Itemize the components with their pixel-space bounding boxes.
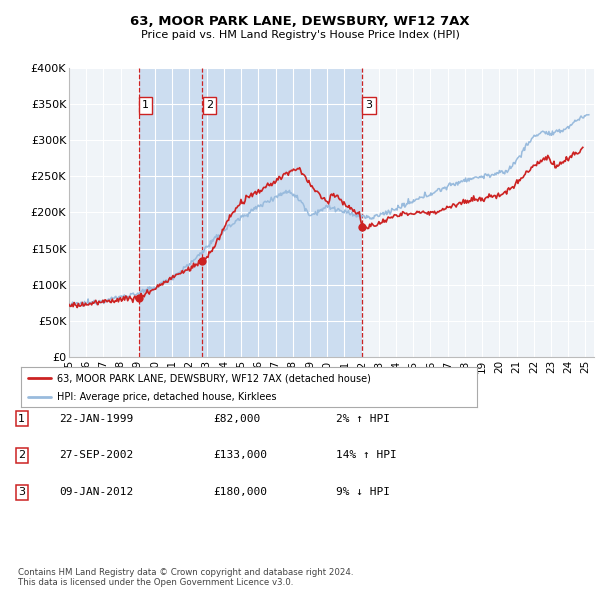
- Text: £133,000: £133,000: [213, 451, 267, 460]
- Text: 2: 2: [18, 451, 25, 460]
- Text: £180,000: £180,000: [213, 487, 267, 497]
- Text: 27-SEP-2002: 27-SEP-2002: [59, 451, 133, 460]
- Text: 1: 1: [142, 100, 149, 110]
- Text: HPI: Average price, detached house, Kirklees: HPI: Average price, detached house, Kirk…: [56, 392, 276, 402]
- Text: 9% ↓ HPI: 9% ↓ HPI: [336, 487, 390, 497]
- Text: 22-JAN-1999: 22-JAN-1999: [59, 414, 133, 424]
- Text: Price paid vs. HM Land Registry's House Price Index (HPI): Price paid vs. HM Land Registry's House …: [140, 30, 460, 40]
- Text: 2% ↑ HPI: 2% ↑ HPI: [336, 414, 390, 424]
- Text: 63, MOOR PARK LANE, DEWSBURY, WF12 7AX: 63, MOOR PARK LANE, DEWSBURY, WF12 7AX: [130, 15, 470, 28]
- Text: 14% ↑ HPI: 14% ↑ HPI: [336, 451, 397, 460]
- Text: 63, MOOR PARK LANE, DEWSBURY, WF12 7AX (detached house): 63, MOOR PARK LANE, DEWSBURY, WF12 7AX (…: [56, 373, 370, 384]
- Text: Contains HM Land Registry data © Crown copyright and database right 2024.
This d: Contains HM Land Registry data © Crown c…: [18, 568, 353, 587]
- Text: 1: 1: [18, 414, 25, 424]
- Text: £82,000: £82,000: [213, 414, 260, 424]
- Text: 3: 3: [18, 487, 25, 497]
- Text: 09-JAN-2012: 09-JAN-2012: [59, 487, 133, 497]
- Text: 3: 3: [365, 100, 373, 110]
- Bar: [139, 68, 362, 357]
- Text: 2: 2: [206, 100, 213, 110]
